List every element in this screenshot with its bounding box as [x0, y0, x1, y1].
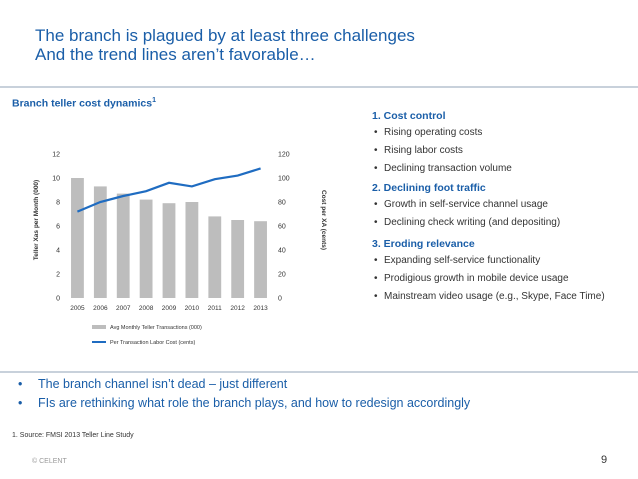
- line-series: [76, 167, 261, 213]
- x-tick-label: 2007: [116, 305, 131, 312]
- right-tick-label: 40: [278, 248, 286, 255]
- x-tick-label: 2013: [253, 305, 268, 312]
- right-tick-label: 60: [278, 224, 286, 231]
- challenge-heading: 2. Declining foot traffic: [372, 182, 486, 194]
- bar: [231, 220, 245, 298]
- chart-legend: Avg Monthly Teller Transactions (000) Pe…: [92, 325, 202, 346]
- source-footnote: 1. Source: FMSI 2013 Teller Line Study: [12, 432, 134, 439]
- left-tick-label: 8: [56, 200, 60, 207]
- conclusion-text: FIs are rethinking what role the branch …: [38, 396, 471, 410]
- bar: [71, 178, 84, 298]
- right-tick-label: 20: [278, 272, 286, 279]
- x-tick-label: 2005: [70, 305, 85, 312]
- right-tick-label: 120: [278, 152, 290, 159]
- left-tick-label: 4: [56, 248, 60, 255]
- legend-bar-swatch: [92, 325, 106, 329]
- bar: [139, 199, 153, 298]
- challenge-bullet: Growth in self-service channel usage: [372, 198, 560, 212]
- bar: [254, 221, 267, 298]
- challenge-2: 2. Declining foot traffic Growth in self…: [372, 182, 560, 230]
- bar: [162, 203, 176, 298]
- bar: [116, 193, 130, 298]
- bullet-glyph: •: [18, 377, 23, 391]
- right-axis-ticks: 0 20 40 60 80 100 120: [278, 152, 290, 303]
- left-tick-label: 2: [56, 272, 60, 279]
- x-tick-label: 2011: [208, 305, 222, 312]
- page-number: 9: [601, 454, 608, 466]
- conclusion-text: The branch channel isn’t dead – just dif…: [38, 377, 288, 391]
- left-axis-ticks: 0 2 4 6 8 10 12: [52, 152, 60, 303]
- bottom-divider: [0, 371, 638, 373]
- left-tick-label: 12: [52, 152, 60, 159]
- chart-title-footnote: 1: [152, 97, 156, 104]
- x-tick-label: 2012: [230, 305, 245, 312]
- right-tick-label: 0: [278, 296, 282, 303]
- copyright: © CELENT: [32, 458, 67, 465]
- challenge-bullet: Mainstream video usage (e.g., Skype, Fac…: [372, 290, 622, 304]
- right-tick-label: 100: [278, 176, 290, 183]
- x-axis-ticks: 2005 2006 2007 2008 2009 2010 2011 2012 2013: [70, 305, 268, 312]
- chart-title-text: Branch teller cost dynamics: [12, 97, 153, 110]
- x-tick-label: 2006: [93, 305, 108, 312]
- bar-series: [71, 178, 267, 298]
- legend-bar-label: Avg Monthly Teller Transactions (000): [110, 325, 202, 331]
- challenge-bullet: Declining check writing (and depositing): [372, 216, 560, 230]
- left-tick-label: 10: [52, 176, 60, 183]
- legend-line-label: Per Transaction Labor Cost (cents): [110, 340, 195, 346]
- challenge-bullet: Expanding self-service functionality: [372, 254, 622, 268]
- top-divider: [0, 86, 638, 88]
- chart-title: Branch teller cost dynamics1: [12, 97, 156, 110]
- x-tick-label: 2008: [139, 305, 154, 312]
- slide-subtitle: And the trend lines aren’t favorable…: [35, 45, 316, 64]
- challenge-bullet: Prodigious growth in mobile device usage: [372, 272, 622, 286]
- challenge-heading: 3. Eroding relevance: [372, 238, 475, 250]
- x-tick-label: 2009: [162, 305, 177, 312]
- challenge-bullet: Rising labor costs: [372, 144, 512, 158]
- challenge-bullet: Rising operating costs: [372, 126, 512, 140]
- bullet-glyph: •: [18, 396, 23, 410]
- challenge-heading: 1. Cost control: [372, 110, 446, 122]
- x-tick-label: 2010: [185, 305, 200, 312]
- right-tick-label: 80: [278, 200, 286, 207]
- challenge-1: 1. Cost control Rising operating costs R…: [372, 110, 512, 176]
- bar: [185, 202, 199, 298]
- conclusion-1: • The branch channel isn’t dead – just di…: [18, 377, 287, 391]
- challenge-3: 3. Eroding relevance Expanding self-serv…: [372, 238, 622, 304]
- left-tick-label: 0: [56, 296, 60, 303]
- left-axis-label: Teller Xas per Month (000): [33, 180, 40, 260]
- right-axis-label: Cost per XA (cents): [320, 190, 327, 250]
- challenge-bullet: Declining transaction volume: [372, 162, 512, 176]
- conclusion-2: • FIs are rethinking what role the branch…: [18, 396, 470, 410]
- bar: [208, 216, 222, 298]
- left-tick-label: 6: [56, 224, 60, 231]
- bar: [93, 186, 107, 298]
- slide-title: The branch is plagued by at least three …: [35, 26, 415, 45]
